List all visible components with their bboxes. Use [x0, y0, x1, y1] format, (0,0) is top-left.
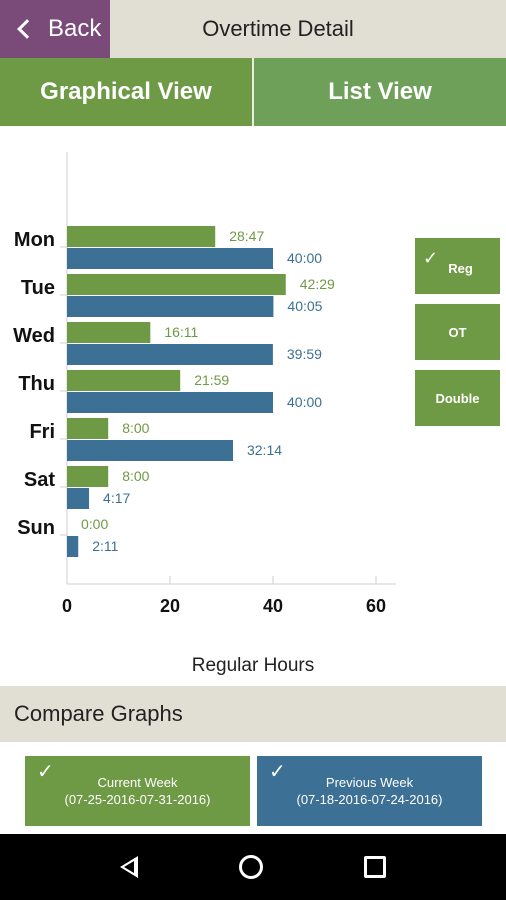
- checkmark-icon: ✓: [37, 761, 54, 783]
- legend-label-double: Double: [435, 390, 480, 406]
- x-axis-label: Regular Hours: [192, 655, 315, 676]
- data-label: 21:59: [194, 372, 229, 388]
- current-week-label: Current Week: [97, 775, 178, 790]
- chart-area: Mon 28:47 40:00 Tue 42:29 40:05 Wed 16:11 39:59 T…: [0, 126, 506, 686]
- tab-graphical-view[interactable]: Graphical View: [0, 58, 252, 126]
- category-label: Sun: [17, 517, 55, 539]
- checkmark-icon: ✓: [423, 248, 439, 268]
- x-tick-label: 40: [263, 596, 283, 616]
- bar-previous: [67, 392, 273, 413]
- data-label: 32:14: [247, 442, 282, 458]
- data-label: 40:00: [287, 394, 322, 410]
- chevron-left-icon: [17, 19, 37, 39]
- data-label: 4:17: [103, 490, 130, 506]
- tab-list-view[interactable]: List View: [252, 58, 506, 126]
- legend-toggle-ot[interactable]: OT: [415, 304, 500, 360]
- bar-previous: [67, 248, 273, 269]
- bar-previous: [67, 440, 233, 461]
- view-tabs: Graphical View List View: [0, 58, 506, 126]
- x-tick-label: 20: [160, 596, 180, 616]
- bar-previous: [67, 536, 79, 557]
- previous-week-button[interactable]: ✓ Previous Week (07-18-2016-07-24-2016): [257, 756, 482, 826]
- legend-toggle-reg[interactable]: ✓ Reg: [415, 238, 500, 294]
- bar-current: [67, 322, 151, 343]
- data-label: 42:29: [300, 276, 335, 292]
- data-label: 40:00: [287, 250, 322, 266]
- android-nav-bar: [0, 834, 506, 900]
- data-label: 28:47: [229, 228, 264, 244]
- bar-current: [67, 466, 109, 487]
- category-label: Mon: [14, 229, 55, 251]
- category-label: Sat: [24, 469, 55, 491]
- bar-previous: [67, 488, 90, 509]
- previous-week-label: Previous Week: [325, 775, 414, 790]
- bar-previous: [67, 296, 274, 317]
- data-label: 8:00: [122, 468, 149, 484]
- category-label: Thu: [18, 373, 55, 395]
- legend-label-reg: Reg: [448, 260, 473, 276]
- data-label: 8:00: [122, 420, 149, 436]
- hours-bar-chart: Mon 28:47 40:00 Tue 42:29 40:05 Wed 16:11 39:59 T…: [13, 152, 396, 676]
- app-header: Back Overtime Detail: [0, 0, 506, 58]
- recent-square-icon[interactable]: [363, 856, 386, 878]
- back-label: Back: [48, 15, 102, 42]
- compare-graphs-heading: Compare Graphs: [0, 686, 506, 742]
- back-triangle-icon[interactable]: [120, 856, 139, 878]
- bar-current: [67, 274, 286, 295]
- legend-toggle-double[interactable]: Double: [415, 370, 500, 426]
- page-title: Overtime Detail: [202, 16, 354, 41]
- data-label: 40:05: [287, 298, 322, 314]
- checkmark-icon: ✓: [269, 761, 286, 783]
- category-label: Wed: [13, 325, 55, 347]
- back-button[interactable]: Back: [0, 0, 110, 58]
- category-label: Tue: [21, 277, 55, 299]
- data-label: 2:11: [92, 538, 118, 554]
- legend-label-ot: OT: [448, 324, 467, 340]
- x-tick-label: 60: [366, 596, 386, 616]
- bar-current: [67, 226, 216, 247]
- current-week-button[interactable]: ✓ Current Week (07-25-2016-07-31-2016): [25, 756, 250, 826]
- previous-week-range: (07-18-2016-07-24-2016): [296, 792, 443, 807]
- data-label: 39:59: [287, 346, 322, 362]
- home-circle-icon[interactable]: [238, 855, 263, 879]
- category-label: Fri: [29, 421, 55, 443]
- bar-current: [67, 418, 109, 439]
- current-week-range: (07-25-2016-07-31-2016): [64, 792, 211, 807]
- x-tick-label: 0: [62, 596, 72, 616]
- bar-previous: [67, 344, 273, 365]
- bar-current: [67, 370, 181, 391]
- data-label: 16:11: [164, 324, 198, 340]
- data-label: 0:00: [81, 516, 108, 532]
